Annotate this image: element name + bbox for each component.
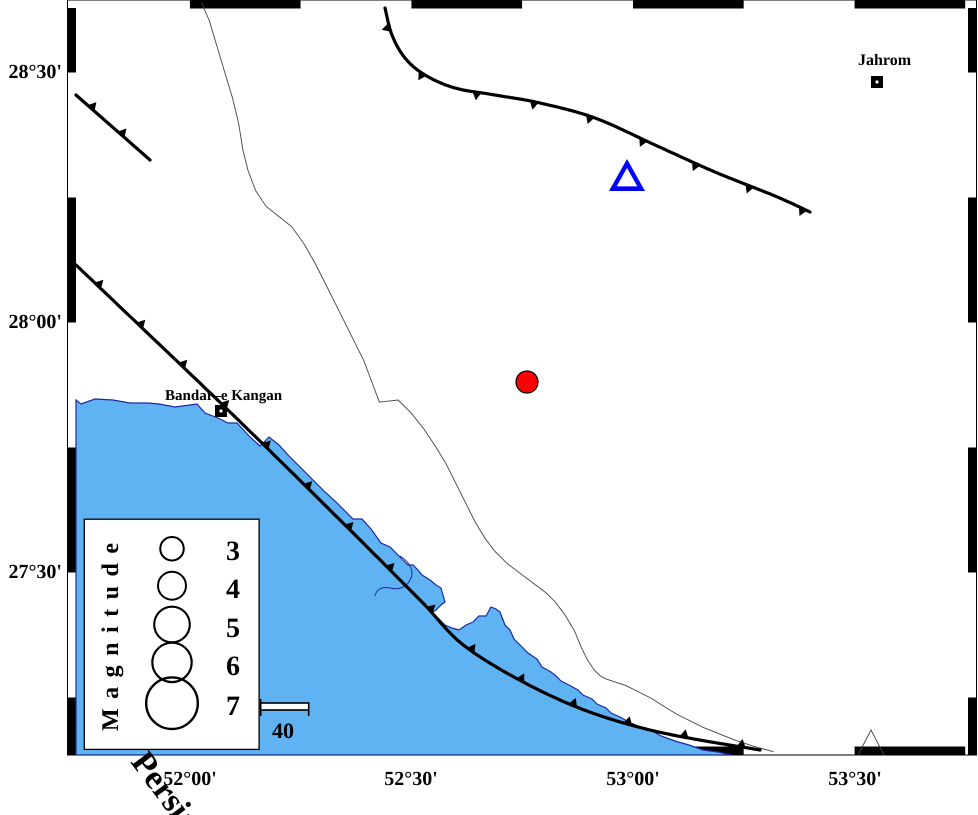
svg-text:7: 7: [226, 691, 240, 722]
svg-text:40: 40: [272, 718, 294, 743]
svg-text:Jahrom: Jahrom: [858, 52, 912, 69]
svg-text:53°30': 53°30': [828, 768, 882, 790]
svg-text:27°30': 27°30': [8, 561, 62, 583]
svg-text:4: 4: [226, 574, 240, 605]
svg-text:Magnitude: Magnitude: [98, 533, 124, 731]
svg-text:53°00': 53°00': [606, 768, 660, 790]
svg-text:52°30': 52°30': [384, 768, 438, 790]
svg-text:6: 6: [226, 651, 240, 682]
svg-text:5: 5: [226, 613, 240, 644]
svg-text:28°00': 28°00': [8, 311, 62, 333]
svg-text:28°30': 28°30': [8, 61, 62, 83]
svg-text:Bandar–e Kangan: Bandar–e Kangan: [165, 388, 283, 404]
svg-text:3: 3: [226, 536, 240, 567]
